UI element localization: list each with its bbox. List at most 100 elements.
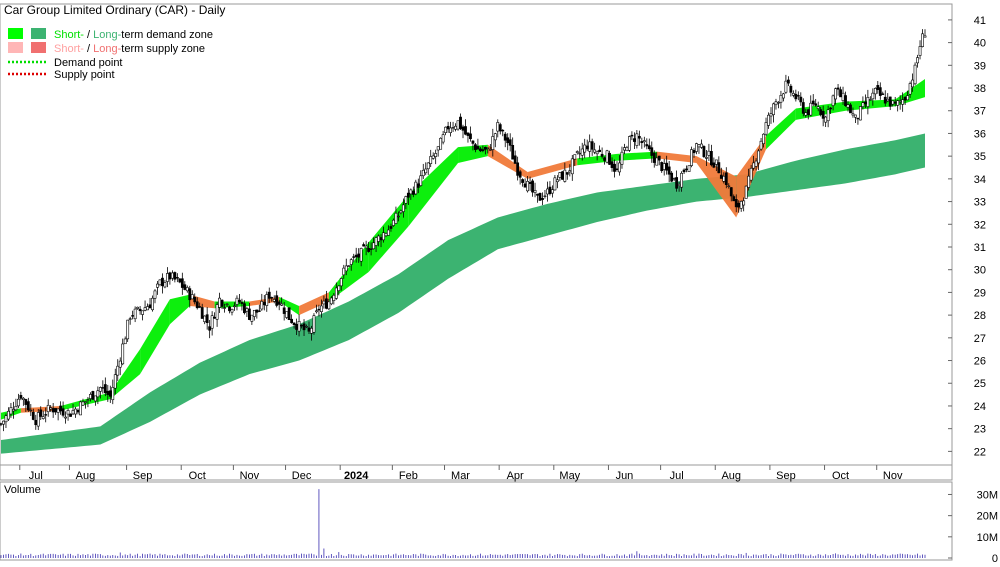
candle-body [116, 365, 120, 376]
candle-body [486, 147, 490, 149]
candle-body [700, 143, 703, 148]
candle-body [637, 135, 641, 139]
x-tick-label: Apr [507, 470, 524, 482]
short-term-demand-segment [279, 296, 300, 316]
candle-body [829, 107, 833, 110]
candle-body [334, 287, 338, 299]
candle-body [89, 394, 92, 399]
candle-body [734, 199, 738, 208]
candle-body [570, 158, 574, 175]
candle-body [285, 311, 289, 318]
candle-body [908, 83, 912, 95]
candle-body [695, 143, 698, 152]
candle-body [471, 140, 475, 144]
candle-body [737, 202, 741, 208]
candle-body [397, 215, 400, 218]
candle-body [168, 272, 172, 280]
candle-body [416, 183, 420, 188]
candle-body [821, 110, 825, 119]
candle-body [705, 157, 708, 159]
candle-body [871, 92, 875, 100]
candle-body [339, 278, 343, 287]
candle-body [680, 172, 683, 188]
candle-body [483, 146, 487, 150]
candle-body [287, 307, 291, 321]
candle-body [533, 190, 537, 193]
candle-body [893, 101, 897, 104]
volume-tick-label: 20M [977, 511, 998, 523]
candle-body [555, 179, 559, 183]
short-term-demand-segment [617, 151, 657, 161]
candle-body [752, 162, 756, 169]
candle-body [488, 149, 492, 151]
candle-body [44, 414, 48, 416]
y-tick-label: 29 [974, 287, 986, 299]
legend-text-rest: term supply zone [121, 43, 205, 55]
candle-body [901, 99, 905, 105]
candle-body [474, 144, 477, 150]
candle-body [662, 163, 666, 170]
candle-body [389, 226, 393, 229]
candle-body [657, 155, 661, 161]
candle-body [213, 316, 217, 319]
candle-body [769, 113, 773, 117]
candle-body [21, 397, 25, 400]
candle-body [267, 291, 271, 299]
y-tick-label: 33 [974, 197, 986, 209]
candle-body [777, 102, 780, 104]
candle-body [243, 303, 246, 314]
candle-body [382, 232, 385, 241]
candle-body [419, 175, 423, 186]
y-tick-label: 32 [974, 219, 986, 231]
legend-swatch-long-supply [31, 42, 46, 53]
long-term-demand-band [1, 133, 925, 454]
candle-body [195, 301, 199, 309]
candle-body [645, 144, 649, 147]
candle-body [709, 151, 713, 166]
candle-body [297, 321, 301, 332]
candle-body [652, 152, 656, 163]
candle-body [409, 189, 413, 195]
candle-body [851, 113, 855, 116]
candle-body [54, 408, 58, 413]
candle-body [625, 147, 629, 152]
legend-item-supply-zone: Short- / Long-term supply zone [54, 43, 205, 55]
candle-body [635, 133, 639, 146]
candle-body [208, 326, 212, 331]
candle-body [722, 175, 726, 182]
candle-body [799, 96, 803, 103]
candle-body [789, 85, 793, 93]
candle-body [491, 136, 495, 150]
candle-body [103, 384, 107, 394]
candle-body [151, 297, 154, 311]
candle-body [349, 259, 353, 265]
candle-body [230, 308, 234, 313]
candle-body [923, 35, 927, 38]
candle-body [541, 198, 544, 200]
candle-body [861, 102, 865, 107]
candle-body [553, 177, 557, 191]
candle-body [868, 99, 872, 101]
x-tick-label: Dec [292, 470, 312, 482]
candle-body [170, 272, 174, 279]
candle-body [749, 167, 753, 181]
candle-body [384, 233, 388, 237]
candle-body [233, 305, 236, 308]
candle-body [873, 88, 877, 95]
candle-body [503, 133, 507, 141]
candle-body [844, 95, 847, 106]
candle-body [39, 409, 43, 417]
candle-body [548, 186, 552, 195]
candle-body [310, 328, 313, 334]
candle-body [76, 409, 80, 413]
candle-body [275, 295, 279, 306]
candle-body [493, 133, 497, 141]
candle-body [173, 272, 177, 280]
candle-body [814, 103, 818, 106]
candle-body [141, 310, 144, 315]
candle-body [732, 196, 736, 202]
candle-body [501, 129, 505, 132]
candle-body [727, 185, 731, 188]
candle-body [327, 301, 331, 310]
